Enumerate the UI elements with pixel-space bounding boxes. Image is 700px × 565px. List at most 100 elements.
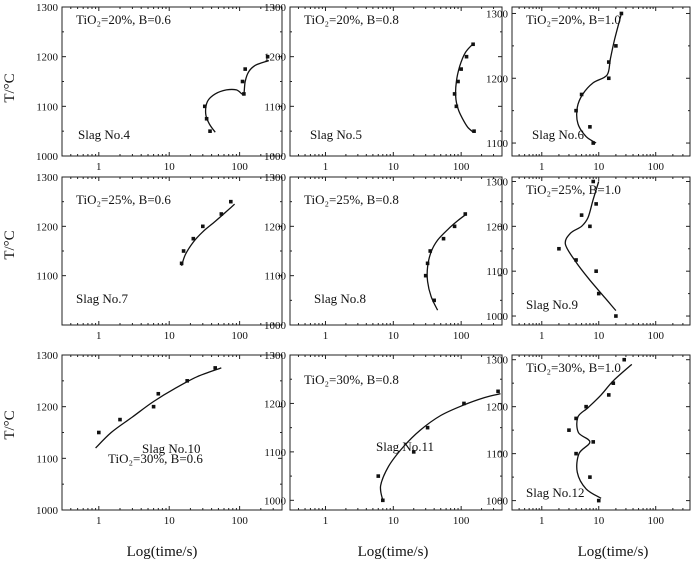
- data-point: [606, 60, 611, 64]
- y-tick-label: 1100: [486, 138, 508, 150]
- data-point: [463, 212, 468, 216]
- chart-panel-2: 1 10 100 1000 1100 1200 1300 TiO₂=20%, B=0.8 Sla…: [264, 2, 503, 173]
- data-point: [243, 67, 247, 71]
- plot-frame: [61, 354, 283, 511]
- y-tick-label: 1300: [486, 8, 509, 20]
- y-tick-label: 1200: [486, 221, 509, 233]
- x-tick-label: 100: [231, 515, 248, 527]
- x-axis-label-col-2: Log(time/s): [358, 544, 429, 560]
- data-point: [591, 141, 596, 145]
- data-point: [381, 498, 385, 503]
- data-point: [606, 76, 611, 81]
- y-tick-label: 1000: [264, 320, 287, 332]
- condition-label: TiO₂=25%, B=1.0: [526, 182, 621, 197]
- data-point: [588, 475, 592, 479]
- data-point: [574, 258, 578, 262]
- data-point: [229, 199, 233, 204]
- data-point: [204, 116, 209, 121]
- data-point: [441, 236, 446, 241]
- y-tick-label: 1300: [36, 172, 59, 184]
- data-point: [179, 261, 184, 266]
- data-point: [118, 417, 122, 422]
- y-tick-label: 1300: [264, 172, 287, 184]
- x-tick-label: 10: [593, 161, 605, 173]
- y-tick-label: 1300: [36, 350, 59, 362]
- data-point: [452, 92, 457, 96]
- fit-curve: [576, 13, 623, 144]
- y-tick-label: 1000: [486, 311, 509, 323]
- chart-panel-3: 1 10 100 1100 1200 1300 TiO₂=20%, B=1.0 Slag No…: [486, 6, 691, 173]
- y-tick-label: 1300: [36, 2, 59, 14]
- y-tick-label: 1300: [486, 355, 509, 367]
- data-point: [201, 224, 205, 229]
- plot-frame: [511, 176, 691, 326]
- x-tick-label: 1: [96, 161, 102, 173]
- data-point: [423, 273, 428, 278]
- x-tick-label: 100: [453, 330, 470, 342]
- chart-panel-4: 1 10 100 1100 1200 1300 TiO₂=25%, B=0.6 Slag No…: [36, 172, 283, 342]
- x-tick-label: 1: [323, 161, 329, 173]
- slag-label: Slag No.12: [526, 485, 585, 500]
- data-point: [619, 11, 624, 16]
- data-point: [579, 92, 584, 97]
- data-point: [459, 67, 463, 71]
- chart-panel-6: 1 10 100 1000 1100 1200 1300 TiO₂=25%, B=1.0 Sla…: [486, 176, 691, 342]
- data-point: [425, 261, 430, 266]
- data-point: [213, 366, 217, 370]
- x-tick-label: 10: [164, 161, 176, 173]
- data-point: [594, 202, 598, 206]
- y-tick-label: 1300: [264, 350, 287, 362]
- x-tick-label: 10: [593, 515, 605, 527]
- x-tick-label: 100: [231, 161, 248, 173]
- x-tick-label: 10: [388, 515, 400, 527]
- data-point: [588, 224, 592, 229]
- y-tick-label: 1100: [486, 266, 508, 278]
- data-point: [452, 224, 457, 229]
- data-point: [471, 42, 475, 47]
- data-point: [191, 236, 196, 241]
- data-point: [596, 291, 601, 296]
- fit-curve: [379, 393, 501, 501]
- chart-panel-5: 1 10 100 1000 1100 1200 1300 TiO₂=25%, B=0.8 Sla…: [264, 172, 503, 342]
- data-point: [411, 450, 416, 454]
- data-point: [240, 79, 245, 84]
- x-tick-label: 10: [388, 330, 400, 342]
- x-tick-label: 1: [96, 330, 102, 342]
- svg-text:T/°C: T/°C: [2, 410, 18, 439]
- fit-curve: [576, 363, 633, 499]
- y-tick-label: 1300: [264, 2, 287, 14]
- condition-label: TiO₂=30%, B=0.6: [108, 451, 203, 466]
- condition-label: TiO₂=30%, B=0.8: [304, 372, 399, 387]
- data-point: [462, 401, 466, 406]
- slag-label: Slag No.10: [142, 441, 201, 456]
- x-tick-label: 1: [323, 515, 329, 527]
- data-point: [574, 451, 578, 456]
- condition-label: TiO₂=30%, B=1.0: [526, 360, 621, 375]
- svg-text:T/°C: T/°C: [2, 73, 18, 102]
- y-tick-label: 1100: [486, 449, 508, 461]
- svg-text:T/°C: T/°C: [2, 230, 18, 259]
- data-point: [151, 404, 156, 409]
- data-point: [242, 92, 246, 96]
- data-point: [584, 404, 588, 409]
- y-axis-label-row-2: T/°C: [2, 230, 18, 259]
- slag-label: Slag No.8: [314, 291, 366, 306]
- data-point: [594, 269, 598, 273]
- condition-label: TiO₂=25%, B=0.6: [76, 192, 171, 207]
- fit-curve: [180, 203, 236, 266]
- fit-curve: [204, 59, 270, 133]
- y-tick-label: 1200: [264, 398, 287, 410]
- data-point: [579, 213, 584, 217]
- data-point: [574, 416, 578, 421]
- x-tick-label: 10: [388, 161, 400, 173]
- data-point: [588, 125, 592, 129]
- y-tick-label: 1200: [264, 52, 287, 64]
- fit-curve: [95, 367, 222, 449]
- y-tick-label: 1100: [36, 271, 58, 283]
- condition-label: TiO₂=25%, B=0.8: [304, 192, 399, 207]
- data-point: [557, 246, 561, 251]
- x-tick-label: 100: [647, 161, 664, 173]
- slag-label: Slag No.6: [532, 127, 585, 142]
- x-tick-label: 100: [453, 515, 470, 527]
